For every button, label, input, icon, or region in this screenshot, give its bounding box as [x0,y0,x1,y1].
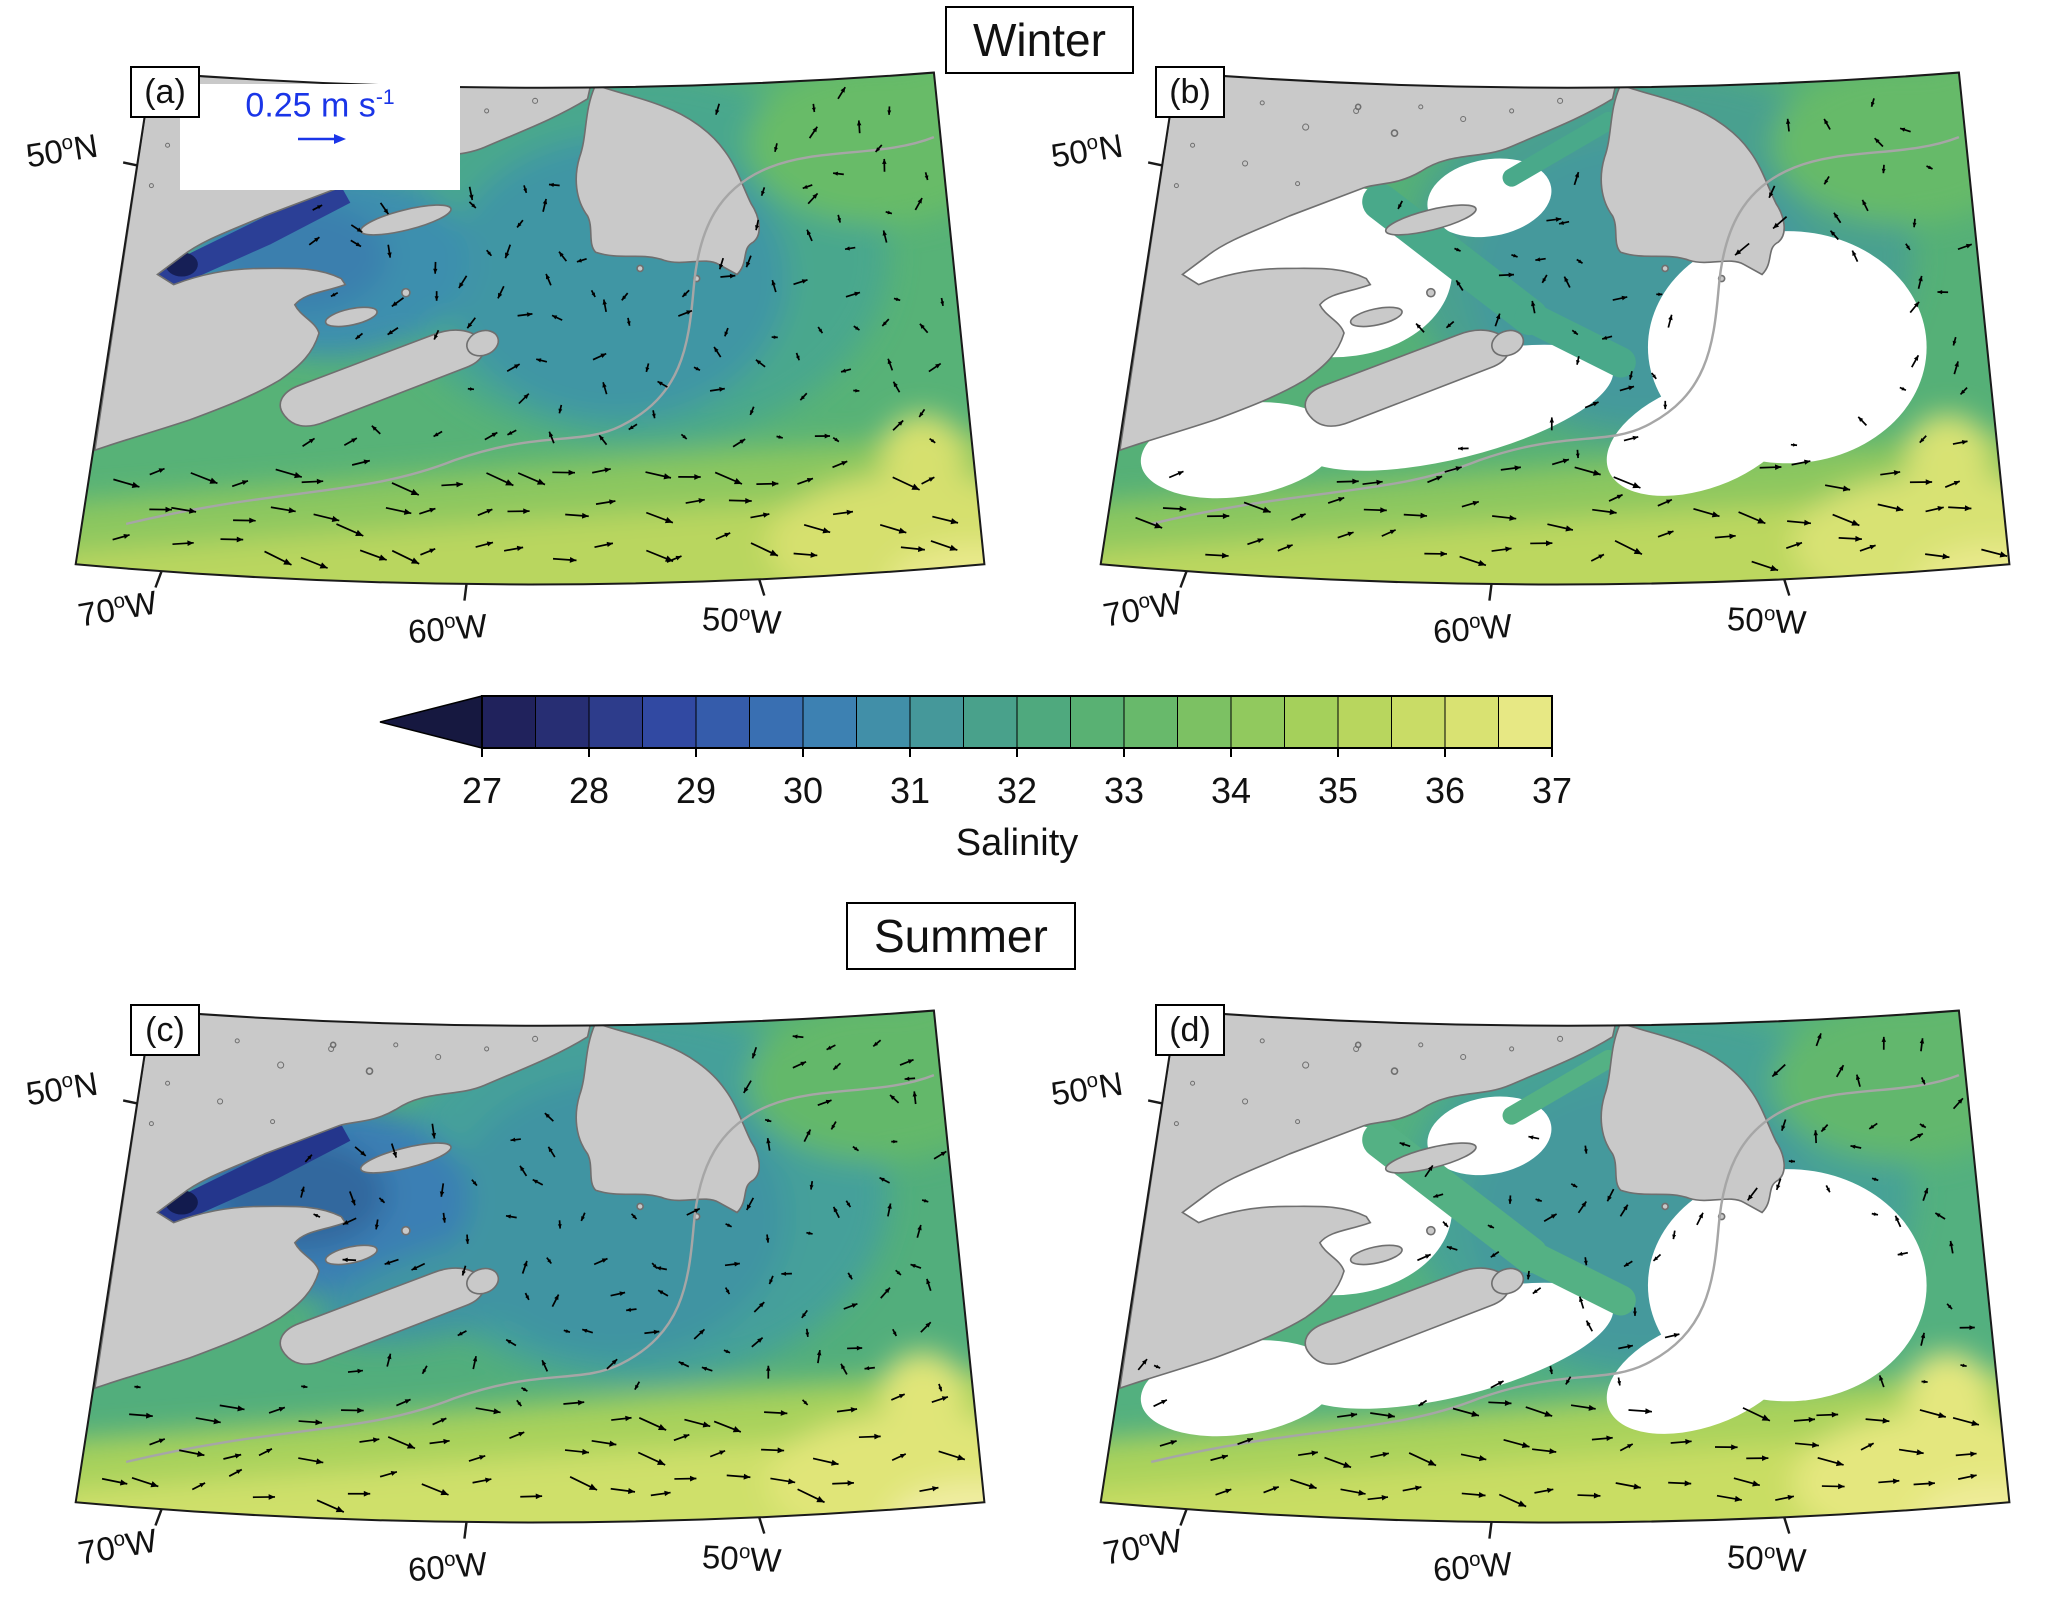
summer-title-box: Summer [846,902,1076,970]
colorbar-tick: 33 [1103,770,1145,811]
colorbar-tick: 31 [889,770,931,811]
longitude-tick-label-50w: 50oW [701,599,783,642]
velocity-scale-exponent: -1 [375,86,395,109]
panel-d: (d) 50oN 70oW 60oW 50oW [1048,952,2045,1597]
colorbar-tick: 34 [1210,770,1252,811]
colorbar-tick: 28 [568,770,610,811]
longitude-tick-label-60w: 60oW [406,1544,489,1589]
longitude-tick-label-60w: 60oW [1431,606,1514,651]
longitude-tick-label-50w: 50oW [701,1537,783,1580]
colorbar-tick: 29 [675,770,717,811]
velocity-scale-value: 0.25 m s [245,86,376,125]
colorbar-tick: 32 [996,770,1038,811]
colorbar-tick: 30 [782,770,824,811]
colorbar-axis-label: Salinity [955,822,1079,864]
panel-label-a: (a) [130,66,200,118]
panel-b: (b) 50oN 70oW 60oW 50oW [1048,14,2045,659]
longitude-tick-label-60w: 60oW [1431,1544,1514,1589]
velocity-scale-label: 0.25 m s-1 [245,86,394,125]
longitude-tick-label-60w: 60oW [406,606,489,651]
colorbar-gradient [379,695,1553,757]
map-canvas-a [74,71,986,601]
winter-title: Winter [973,14,1106,66]
map-canvas-d [1099,1009,2011,1539]
panel-c: (c) 50oN 70oW 60oW 50oW [23,952,1020,1597]
panel-label-d: (d) [1155,1004,1225,1056]
longitude-tick-label-50w: 50oW [1726,1537,1808,1580]
summer-title: Summer [874,910,1048,962]
map-canvas-c [74,1009,986,1539]
panel-label-c: (c) [130,1004,200,1056]
colorbar-tick: 27 [461,770,503,811]
colorbar-tick: 36 [1424,770,1466,811]
velocity-scale-box: 0.25 m s-1 [180,84,460,190]
colorbar-tick: 37 [1531,770,1573,811]
colorbar: 27 28 29 30 31 32 33 34 35 36 37 Salinit… [374,690,1572,880]
panel-label-b: (b) [1155,66,1225,118]
velocity-scale-arrow-icon [298,134,346,145]
colorbar-tick: 35 [1317,770,1359,811]
map-canvas-b [1099,71,2011,601]
winter-title-box: Winter [945,6,1134,74]
longitude-tick-label-50w: 50oW [1726,599,1808,642]
panel-a: 0.25 m s-1 (a) 50oN 70oW 60oW 50oW [23,14,1020,659]
colorbar-tick-labels: 27 28 29 30 31 32 33 34 35 36 37 [374,770,1572,812]
